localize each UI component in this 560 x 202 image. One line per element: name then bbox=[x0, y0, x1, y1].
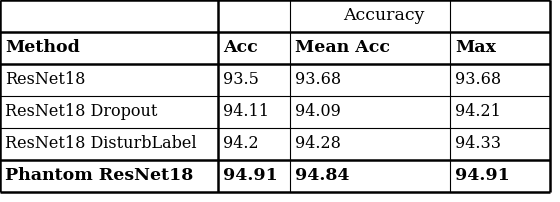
Text: Method: Method bbox=[5, 40, 80, 57]
Text: 94.33: 94.33 bbox=[455, 136, 501, 153]
Text: ResNet18 Dropout: ResNet18 Dropout bbox=[5, 103, 157, 121]
Text: Acc: Acc bbox=[223, 40, 258, 57]
Text: Phantom ResNet18: Phantom ResNet18 bbox=[5, 167, 193, 184]
Text: 94.91: 94.91 bbox=[455, 167, 510, 184]
Text: 94.84: 94.84 bbox=[295, 167, 349, 184]
Text: 93.68: 93.68 bbox=[455, 72, 501, 88]
Text: Max: Max bbox=[455, 40, 496, 57]
Text: 94.11: 94.11 bbox=[223, 103, 269, 121]
Text: Accuracy: Accuracy bbox=[343, 7, 424, 24]
Text: ResNet18: ResNet18 bbox=[5, 72, 85, 88]
Text: Mean Acc: Mean Acc bbox=[295, 40, 390, 57]
Text: 93.68: 93.68 bbox=[295, 72, 341, 88]
Text: 94.09: 94.09 bbox=[295, 103, 341, 121]
Text: ResNet18 DisturbLabel: ResNet18 DisturbLabel bbox=[5, 136, 197, 153]
Text: 93.5: 93.5 bbox=[223, 72, 259, 88]
Text: 94.21: 94.21 bbox=[455, 103, 501, 121]
Text: 94.28: 94.28 bbox=[295, 136, 341, 153]
Text: 94.2: 94.2 bbox=[223, 136, 259, 153]
Text: 94.91: 94.91 bbox=[223, 167, 278, 184]
